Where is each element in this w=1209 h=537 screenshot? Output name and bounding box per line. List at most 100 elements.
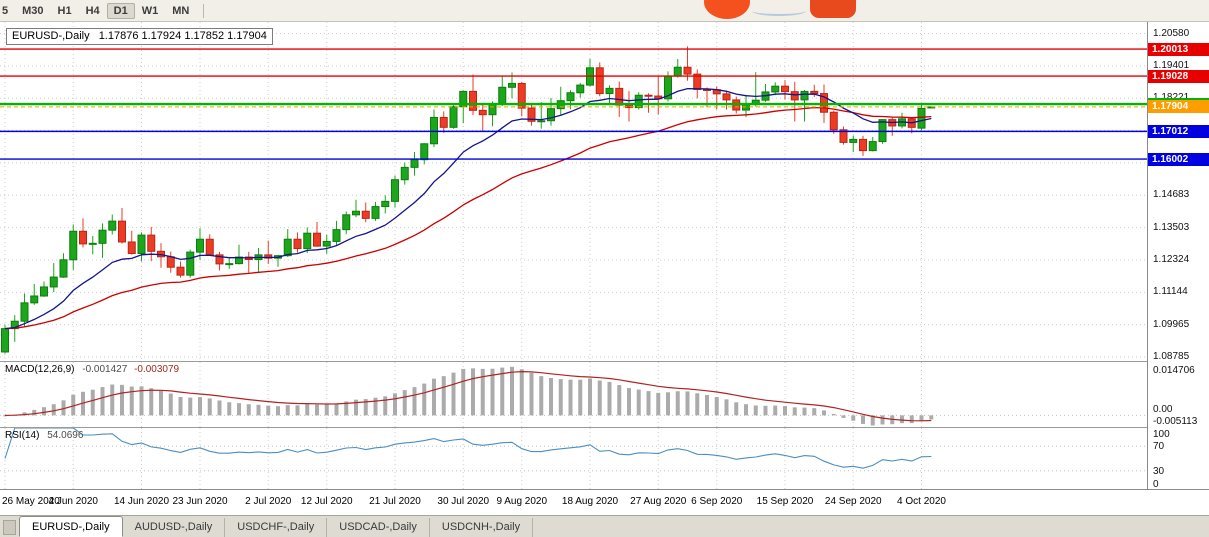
macd-histogram-bar (100, 387, 105, 416)
price-scale[interactable]: 1.205801.194011.182211.170421.158621.146… (1147, 22, 1209, 490)
macd-histogram-bar (295, 405, 300, 416)
macd-histogram-bar (32, 409, 37, 416)
date-axis-label: 9 Aug 2020 (496, 496, 548, 507)
macd-histogram-bar (441, 376, 446, 416)
price-axis-label: 1.20580 (1153, 27, 1190, 39)
macd-histogram-bar (685, 391, 690, 416)
macd-histogram-bar (451, 372, 456, 416)
macd-histogram-bar (656, 392, 661, 416)
macd-histogram-bar (578, 379, 583, 416)
macd-histogram-bar (734, 402, 739, 416)
date-axis-label: 24 Sep 2020 (824, 496, 882, 507)
macd-histogram-bar (324, 404, 329, 416)
date-axis-label: 2 Jul 2020 (245, 496, 292, 507)
tab-eurusd-daily[interactable]: EURUSD-,Daily (19, 516, 123, 537)
macd-histogram-bar (597, 380, 602, 416)
macd-signal-value: -0.003079 (134, 364, 180, 375)
macd-histogram-bar (198, 397, 202, 416)
macd-histogram-bar (617, 385, 622, 416)
macd-histogram-bar (139, 386, 144, 416)
macd-histogram-bar (237, 403, 241, 416)
timeframe-mn-button[interactable]: MN (172, 4, 190, 17)
macd-histogram-bar (110, 384, 115, 416)
macd-histogram-bar (354, 399, 358, 416)
macd-signal-line (4, 370, 932, 422)
toolbar: 5 M30 H1 H4 D1 W1 MN (0, 0, 1209, 22)
macd-histogram-bar (763, 405, 768, 416)
panel-separator[interactable] (0, 361, 1209, 362)
chart-symbol-period: EURUSD-,Daily (12, 30, 90, 42)
macd-histogram-bar (129, 386, 134, 416)
price-axis-label: 1.08785 (1153, 351, 1190, 363)
rsi-axis-label: 70 (1153, 441, 1165, 453)
timeframe-m30-button[interactable]: M30 (22, 4, 44, 17)
date-axis-label: 4 Jun 2020 (48, 496, 99, 507)
macd-histogram-bar (870, 415, 875, 426)
panel-separator[interactable] (0, 427, 1209, 428)
price-chart-panel[interactable]: EURUSD-,Daily 1.17876 1.17924 1.17852 1.… (0, 22, 1147, 361)
macd-histogram-bar (519, 369, 524, 416)
tab-scroll-button[interactable] (3, 520, 16, 535)
macd-canvas[interactable] (0, 362, 1147, 427)
timeframe-h4-button[interactable]: H4 (85, 4, 100, 17)
brand-logo-fragment-mark (810, 0, 856, 18)
macd-histogram-bar (802, 407, 807, 416)
timeframe-h1-button[interactable]: H1 (57, 4, 72, 17)
macd-histogram-bar (217, 400, 222, 416)
macd-histogram-bar (646, 391, 651, 416)
tab-usdchf-daily[interactable]: USDCHF-,Daily (225, 518, 328, 537)
macd-histogram-bar (822, 410, 826, 416)
price-axis-label: 1.13503 (1153, 221, 1190, 233)
macd-panel[interactable]: MACD(12,26,9) -0.001427 -0.003079 (0, 362, 1147, 427)
macd-axis-label: -0.005113 (1153, 416, 1198, 427)
macd-histogram-bar (422, 383, 427, 416)
time-scale[interactable]: 26 May 2020 4 Jun 2020 14 Jun 2020 23 Jun 2… (0, 489, 1209, 515)
chart-title-box: EURUSD-,Daily 1.17876 1.17924 1.17852 1.… (6, 28, 273, 45)
macd-histogram-bar (61, 400, 66, 416)
timeframe-d1-button[interactable]: D1 (106, 2, 135, 19)
macd-histogram-bar (256, 404, 261, 416)
date-axis-label: 6 Sep 2020 (691, 496, 743, 507)
price-axis-label: 1.14683 (1153, 189, 1190, 201)
macd-histogram-bar (246, 404, 251, 416)
date-axis-label: 21 Jul 2020 (369, 496, 421, 507)
timeframe-w1-button[interactable]: W1 (141, 4, 159, 17)
tab-audusd-daily[interactable]: AUDUSD-,Daily (123, 518, 226, 537)
rsi-axis-label: 0 (1153, 479, 1159, 490)
macd-histogram-bar (929, 415, 934, 420)
rsi-axis-label: 30 (1153, 465, 1165, 477)
macd-histogram-bar (344, 401, 349, 416)
price-axis-label: 1.11144 (1153, 286, 1188, 298)
macd-histogram-bar (207, 398, 212, 416)
date-axis-label: 23 Jun 2020 (172, 496, 228, 507)
price-axis-label: 1.09965 (1153, 318, 1190, 330)
timeframe-m5-button[interactable]: 5 (2, 4, 9, 17)
rsi-value: 54.0696 (47, 430, 84, 441)
macd-histogram-bar (159, 390, 163, 416)
rsi-panel[interactable]: RSI(14) 54.0696 (0, 428, 1147, 489)
macd-histogram-bar (724, 399, 729, 416)
macd-histogram-bar (276, 406, 280, 416)
price-level-badge: 1.19028 (1148, 69, 1209, 83)
macd-histogram-bar (363, 399, 368, 416)
rsi-name: RSI(14) (5, 430, 40, 441)
macd-histogram-bar (412, 387, 417, 416)
chart-ohlc-values: 1.17876 1.17924 1.17852 1.17904 (98, 30, 267, 42)
macd-histogram-bar (383, 396, 388, 416)
brand-logo-fragment-icon (704, 0, 750, 19)
toolbar-separator (203, 3, 205, 18)
tab-usdcnh-daily[interactable]: USDCNH-,Daily (430, 518, 534, 537)
macd-histogram-bar (51, 404, 56, 416)
price-chart-canvas[interactable] (0, 22, 1147, 361)
macd-histogram-bar (744, 404, 748, 416)
macd-histogram-bar (510, 366, 514, 416)
macd-histogram-bar (675, 391, 680, 416)
price-level-badge: 1.16002 (1148, 152, 1209, 166)
macd-histogram-bar (588, 378, 592, 416)
macd-histogram-bar (919, 415, 924, 422)
tab-usdcad-daily[interactable]: USDCAD-,Daily (327, 518, 430, 537)
rsi-canvas[interactable] (0, 428, 1147, 489)
macd-main-value: -0.001427 (82, 364, 128, 375)
date-axis-label: 18 Aug 2020 (561, 496, 619, 507)
